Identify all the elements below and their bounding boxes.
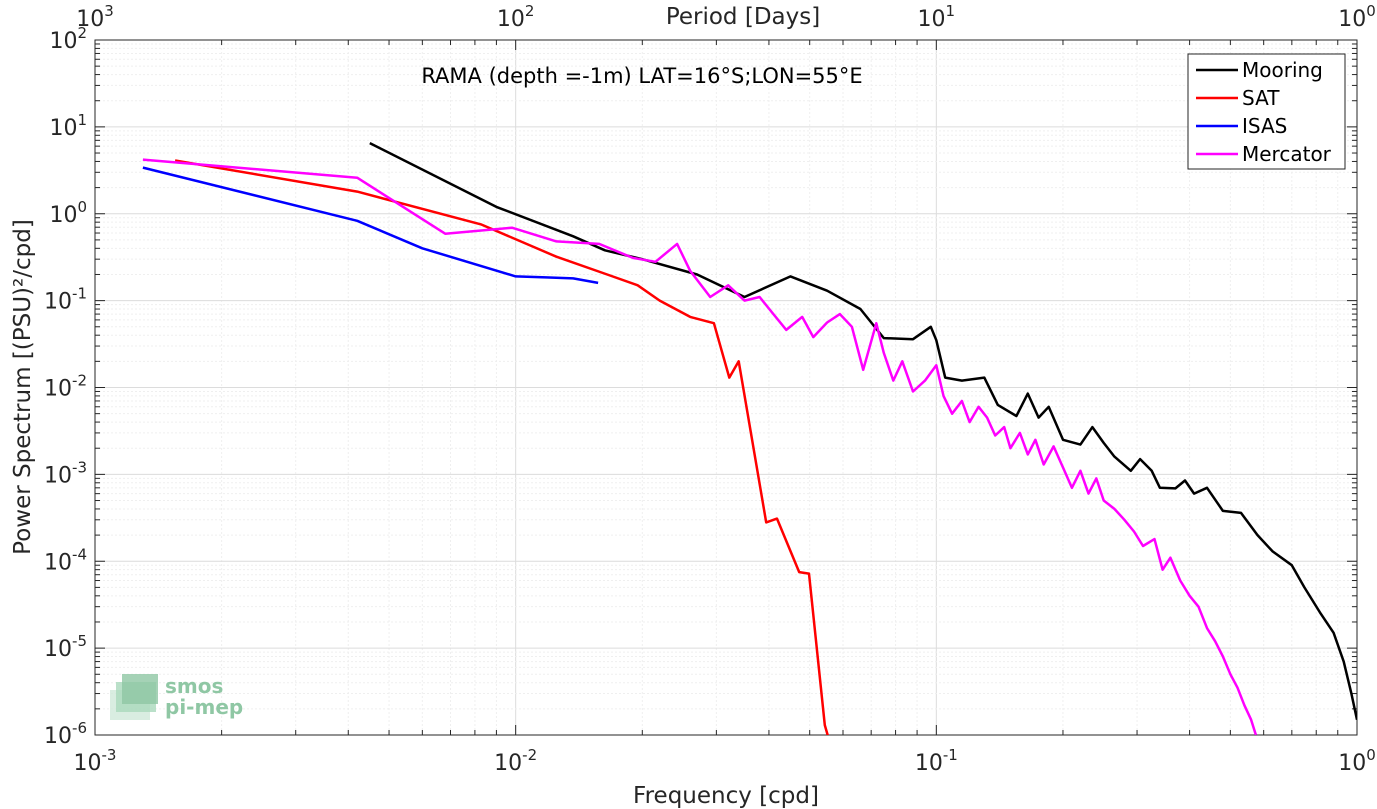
tick-labels: 10-3 10-2 10-1 100 10-6 10-5 10-4 10-3 10-2 10-1 1… [44, 2, 1376, 776]
x-tick-label: 10-3 [74, 746, 117, 776]
series-lines [142, 141, 1357, 735]
smos-pi-mep-logo: smos pi-mep [110, 674, 243, 720]
legend-label-isas: ISAS [1242, 114, 1287, 138]
x-tick-label: 10-2 [494, 746, 537, 776]
grid [94, 40, 1357, 736]
x-tick-label: 100 [1338, 746, 1376, 776]
x-tick-label: 10-1 [915, 746, 958, 776]
top-x-tick-label: 103 [76, 2, 114, 32]
axis-ticks [94, 40, 1357, 736]
logo-wave-layer-3 [122, 674, 158, 704]
legend: Mooring SAT ISAS Mercator [1187, 53, 1346, 170]
logo-text-pi-mep: pi-mep [165, 695, 243, 719]
top-x-tick-label: 101 [918, 2, 956, 32]
legend-label-sat: SAT [1242, 86, 1280, 110]
chart-title: RAMA (depth =-1m) LAT=16°S;LON=55°E [421, 64, 862, 88]
x-axis-label: Frequency [cpd] [633, 783, 819, 809]
series-line-mercator [142, 158, 1258, 735]
top-x-axis-label: Period [Days] [666, 4, 820, 30]
series-line-isas [142, 166, 599, 285]
y-axis-label: Power Spectrum [(PSU)²/cpd] [10, 219, 36, 555]
legend-label-mooring: Mooring [1242, 58, 1323, 82]
top-x-tick-label: 100 [1338, 2, 1376, 32]
series-line-mooring [369, 141, 1357, 720]
y-tick-label: 10-4 [44, 545, 87, 575]
y-tick-label: 10-1 [44, 285, 87, 315]
y-tick-label: 10-6 [44, 719, 87, 749]
y-tick-label: 102 [49, 24, 87, 54]
series-line-sat [174, 159, 829, 735]
y-tick-label: 101 [49, 111, 87, 141]
y-tick-label: 100 [49, 198, 87, 228]
y-tick-label: 10-2 [44, 372, 87, 402]
legend-box [1187, 53, 1346, 170]
logo-text-smos: smos [165, 674, 223, 698]
legend-label-mercator: Mercator [1242, 142, 1332, 166]
top-x-tick-label: 102 [497, 2, 535, 32]
y-tick-label: 10-3 [44, 458, 87, 488]
y-tick-label: 10-5 [44, 632, 87, 662]
